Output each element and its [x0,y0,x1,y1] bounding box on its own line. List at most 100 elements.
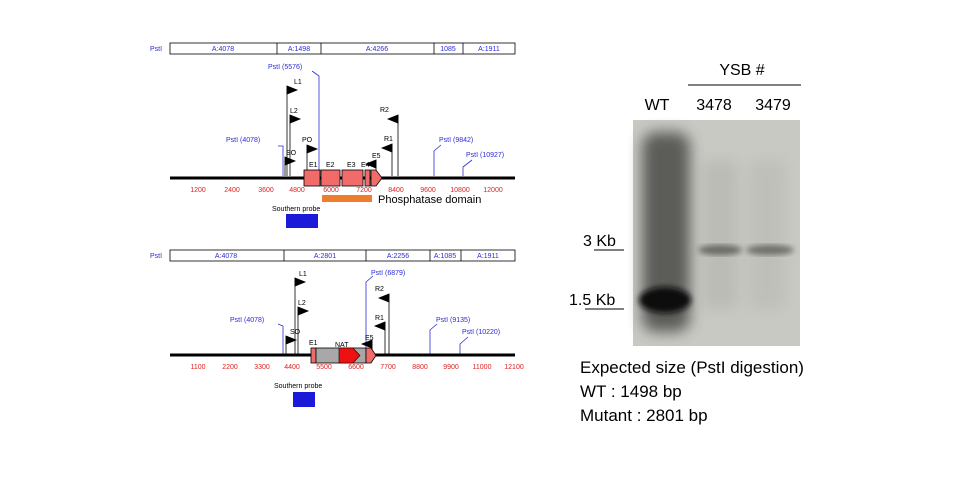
primer-label: L1 [299,271,307,278]
ruler-tick: 3300 [254,364,270,371]
primer-label: R2 [380,107,389,114]
ruler-tick: 5500 [316,364,332,371]
nat-label: NAT [335,342,349,349]
fragment-label: 1085 [440,46,456,53]
site-line [277,323,284,355]
site-line [459,336,469,355]
primer-flag [284,156,297,166]
primer-label: L2 [298,300,306,307]
ruler-tick: 3600 [258,187,274,194]
bottom-fragment-bar: PstI A:4078 A:2801 A:2256 A:1085 A:1911 [150,249,516,262]
site-line [278,145,284,176]
southern-probe-label: Southern probe [272,206,320,213]
primer-flag [285,335,298,345]
top-ruler: 1200 2400 3600 4800 6000 7200 8400 9600 … [190,187,503,194]
ruler-tick: 7700 [380,364,396,371]
fragment-label: A:1498 [288,46,310,53]
fragment-label: A:1085 [434,253,456,260]
fragment-label: A:1911 [477,253,499,260]
blot-header: YSB # [719,62,764,79]
primer-flag [373,321,386,331]
exon-label: E1 [309,340,318,347]
ruler-tick: 1200 [190,187,206,194]
caption-mutant: Mutant : 2801 bp [580,406,708,425]
phosphatase-domain-bar [322,195,372,202]
ruler-tick: 7200 [356,187,372,194]
lane-label-3479: 3479 [755,97,791,114]
primer-label: E5 [372,153,381,160]
exon-arrow [370,169,383,187]
marker-3kb: 3 Kb [583,233,616,250]
primer-flag [289,114,302,124]
southern-probe-bar [293,392,315,407]
wt-band [639,287,691,313]
ruler-tick: 12100 [504,364,524,371]
exon-box [303,169,321,187]
ruler-tick: 6000 [323,187,339,194]
bottom-map: PstI A:4078 A:2801 A:2256 A:1085 A:1911 … [150,249,524,407]
site-label: PstI (9842) [439,137,473,144]
fragment-label: PstI [150,46,162,53]
primer-label: PO [302,137,313,144]
fragment-bar-frame [169,249,516,262]
band-3479 [746,245,794,255]
fragment-label: PstI [150,253,162,260]
site-line [311,70,320,176]
site-line [365,275,374,355]
primer-flag [360,339,373,349]
southern-probe-label: Southern probe [274,383,322,390]
marker-1.5kb: 1.5 Kb [569,292,615,309]
site-label: PstI (4078) [230,317,264,324]
ruler-tick: 9900 [443,364,459,371]
ruler-tick: 12000 [483,187,503,194]
primer-label: R1 [375,315,384,322]
site-label: PstI (10220) [462,329,500,336]
southern-blot: YSB # WT 3478 3479 3 Kb 1.5 Kb [569,62,801,346]
primer-label: SO [286,150,297,157]
fragment-label: A:4266 [366,46,388,53]
ruler-tick: 8400 [388,187,404,194]
band-3478 [698,245,742,255]
exon-label: E4 [361,162,370,169]
primer-flag [294,277,307,287]
site-line [462,159,473,176]
primer-label: L1 [294,79,302,86]
primer-label: E5 [365,335,374,342]
exon-label: E2 [326,162,335,169]
site-line [433,144,442,176]
exon-arrow [365,347,377,364]
primer-flag [377,293,390,303]
ruler-tick: 11000 [473,364,492,371]
wt-lane-smear [642,132,690,332]
ruler-tick: 2200 [222,364,238,371]
lane-label-wt: WT [645,97,670,114]
nat-arrow [338,347,361,364]
site-line [429,323,438,355]
fragment-label: A:4078 [212,46,234,53]
bottom-ruler: 1100 2200 3300 4400 5500 6600 7700 8800 … [190,364,523,371]
bottom-pstI-sites [277,275,469,355]
site-label: PstI (10927) [466,152,504,159]
fragment-label: A:4078 [215,253,237,260]
fragment-label: A:2256 [387,253,409,260]
primer-flag [306,144,319,154]
exon-box [341,169,364,187]
fragment-label: A:1911 [478,46,500,53]
ruler-tick: 1100 [190,364,205,371]
primer-flag [386,114,399,124]
ruler-tick: 2400 [224,187,240,194]
exon-label: E1 [309,162,318,169]
top-primers [284,85,399,176]
primer-flag [380,143,393,153]
ruler-tick: 6600 [348,364,364,371]
primer-flag [364,159,377,169]
top-exons [303,169,383,187]
lane-3479-smear [748,160,786,310]
top-fragment-bar: PstI A:4078 A:1498 A:4266 1085 A:1911 [150,42,516,55]
primer-label: R2 [375,286,384,293]
ruler-tick: 4400 [284,364,300,371]
southern-probe-bar [286,214,318,228]
primer-flag [297,306,310,316]
exon-box [310,347,317,364]
